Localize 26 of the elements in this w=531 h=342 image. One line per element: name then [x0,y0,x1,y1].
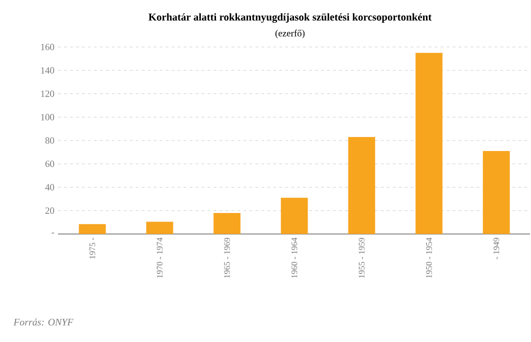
bar [214,212,240,234]
y-tick-label: 160 [41,44,54,50]
bar [280,198,308,234]
x-tick-label: 1975 - [90,238,96,259]
y-tick-label: 140 [41,67,54,74]
x-tick-label: 1960 - 1964 [291,238,298,278]
bar [78,224,106,234]
y-tick-label: 40 [45,184,54,190]
bar [348,136,376,234]
y-tick-label: 120 [41,90,54,97]
x-tick-label: 1955 - 1959 [358,238,365,278]
bar [146,222,174,234]
y-tick-label: - [52,232,54,234]
chart-subtitle: (ezerfő) [275,30,305,38]
x-tick-label: - 1949 [493,238,500,260]
chart-title: Korhatár alatti rokkantnyugdíjasok születési korcsoportonként [148,13,432,23]
bar [416,52,442,234]
x-tick-label: 1965 - 1969 [224,238,230,278]
text: Forrás: ONYF [13,318,74,326]
x-tick-label: 1950 - 1954 [426,238,432,278]
x-tick-label: 1970 - 1974 [156,238,163,278]
y-tick-label: 20 [45,207,54,214]
y-tick-label: 80 [45,137,54,144]
bar [482,151,510,234]
y-tick-label: 100 [41,114,54,120]
y-tick-label: 60 [45,160,54,168]
